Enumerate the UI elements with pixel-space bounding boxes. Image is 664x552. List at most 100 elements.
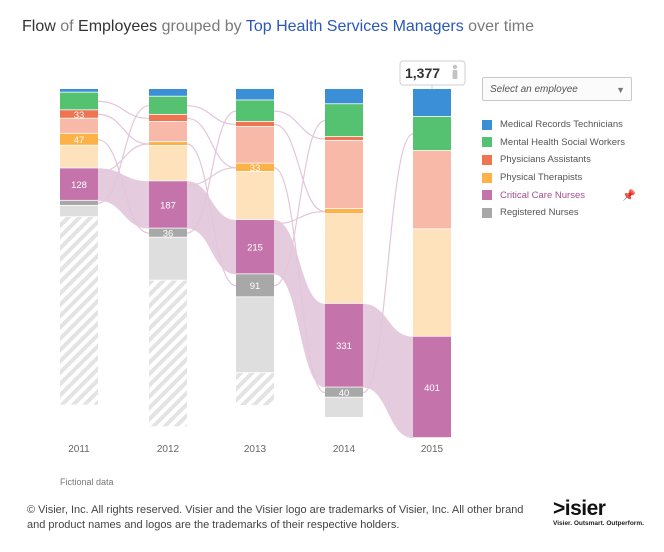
bar-registered-nurses-2012[interactable] (149, 228, 187, 237)
bar-registered-nurses-other--2011[interactable] (60, 205, 98, 217)
bar-physical-therapists-other--2012[interactable] (149, 145, 187, 181)
flow-line-registered-nurses-2011 (97, 105, 150, 204)
legend-label: Medical Records Technicians (500, 119, 623, 131)
bar-critical-care-nurses-2014[interactable] (325, 303, 363, 387)
flow-line-registered-nurses-2014 (362, 133, 414, 394)
bar-mental-health-social-workers-2015[interactable] (413, 116, 451, 151)
title-of: of (55, 18, 79, 35)
legend-item-critical-care-nurses[interactable]: Critical Care Nurses 📌 (482, 186, 652, 204)
title-flow: Flow (22, 18, 56, 35)
flow-line-registered-nurses-2013 (273, 119, 326, 287)
bar-physicians-assistants-other--2015[interactable] (413, 150, 451, 229)
bar-mental-health-social-workers-2014[interactable] (325, 104, 363, 137)
bar-physical-therapists-2011[interactable] (60, 133, 98, 145)
chart-title: Flow of Employees grouped by Top Health … (22, 18, 534, 36)
flow-line-mental-health-social-workers-2013 (273, 110, 326, 140)
flow-line-ccn-pt-2013 (273, 210, 326, 225)
bar-hatched-exited--2013[interactable] (236, 373, 274, 406)
person-icon (452, 64, 458, 79)
x-tick-2013: 2013 (244, 444, 267, 455)
bar-physicians-assistants-2014[interactable] (325, 137, 363, 141)
value-label-registered-nurses-2013: 91 (250, 281, 261, 292)
flow-critical-care-nurses-2011-2012 (98, 168, 149, 229)
legend-item-mental-health-social-workers[interactable]: Mental Health Social Workers (482, 134, 652, 152)
bar-critical-care-nurses-2012[interactable] (149, 181, 187, 228)
chevron-down-icon: ▼ (616, 85, 625, 95)
legend-swatch (482, 190, 492, 201)
bar-physicians-assistants-2011[interactable] (60, 110, 98, 118)
bar-physicians-assistants-other--2014[interactable] (325, 140, 363, 209)
bar-medical-records-technicians-2011[interactable] (60, 89, 98, 92)
flow-critical-care-nurses-2014-2015 (363, 303, 413, 439)
title-over-time: over time (463, 18, 534, 35)
bar-medical-records-technicians-2015[interactable] (413, 89, 451, 116)
flow-line-physical-therapists-2011 (97, 139, 150, 234)
flow-critical-care-nurses-2013-2014 (274, 219, 325, 388)
legend-item-registered-nurses[interactable]: Registered Nurses (482, 204, 652, 222)
legend-item-physicians-assistants[interactable]: Physicians Assistants (482, 151, 652, 169)
bar-medical-records-technicians-2012[interactable] (149, 89, 187, 96)
bar-registered-nurses-other--2013[interactable] (236, 297, 274, 373)
legend-label: Physicians Assistants (500, 154, 591, 166)
bar-registered-nurses-2013[interactable] (236, 274, 274, 297)
legend-item-physical-therapists[interactable]: Physical Therapists (482, 169, 652, 187)
flow-line-physicians-assistants-2011 (97, 113, 150, 145)
x-tick-2014: 2014 (333, 444, 356, 455)
flow-line-mental-health-social-workers-2011 (97, 100, 150, 119)
visier-logo: >isier Visier. Outsmart. Outperform. (553, 498, 644, 528)
legend-swatch (482, 154, 492, 165)
legend-swatch (482, 119, 492, 130)
legend-swatch (482, 172, 492, 183)
flow-line-physicians-assistants-2012 (186, 117, 237, 169)
bar-physical-therapists-2013[interactable] (236, 163, 274, 172)
bar-hatched-exited--2011[interactable] (60, 217, 98, 405)
legend-item-medical-records-technicians[interactable]: Medical Records Technicians (482, 116, 652, 134)
legend-label: Mental Health Social Workers (500, 136, 625, 148)
bar-physical-therapists-other--2015[interactable] (413, 229, 451, 336)
legend-swatch (482, 137, 492, 148)
bar-registered-nurses-other--2014[interactable] (325, 397, 363, 417)
bar-critical-care-nurses-2011[interactable] (60, 168, 98, 200)
employee-select-placeholder: Select an employee (490, 84, 578, 95)
flow-line-ccn-pt-2011 (97, 143, 150, 173)
bar-physicians-assistants-2012[interactable] (149, 114, 187, 122)
flow-line-physical-therapists-2012 (186, 143, 237, 287)
bar-physical-therapists-other--2013[interactable] (236, 171, 274, 220)
title-grouping-link[interactable]: Top Health Services Managers (245, 18, 464, 35)
bar-physical-therapists-2014[interactable] (325, 209, 363, 214)
value-label-physical-therapists-2011: 47 (74, 135, 85, 146)
bar-physical-therapists-2012[interactable] (149, 142, 187, 146)
logo-tagline: Visier. Outsmart. Outperform. (553, 520, 644, 527)
value-label-physical-therapists-2013: 33 (250, 163, 261, 174)
bar-critical-care-nurses-2015[interactable] (413, 336, 451, 438)
flow-line-mental-health-social-workers-2012 (186, 105, 237, 125)
value-label-critical-care-nurses-2012: 187 (160, 200, 176, 211)
bar-physicians-assistants-other--2013[interactable] (236, 126, 274, 163)
pin-icon[interactable]: 📌 (622, 189, 636, 202)
legend-swatch (482, 207, 492, 218)
total-badge-value: 1,377 (405, 65, 440, 81)
value-label-critical-care-nurses-2011: 128 (71, 180, 87, 191)
bar-mental-health-social-workers-2012[interactable] (149, 96, 187, 114)
bar-registered-nurses-other--2012[interactable] (149, 237, 187, 280)
x-tick-2012: 2012 (157, 444, 180, 455)
bar-physical-therapists-other--2014[interactable] (325, 214, 363, 304)
bar-medical-records-technicians-2014[interactable] (325, 89, 363, 104)
employee-select[interactable]: Select an employee ▼ (482, 77, 632, 101)
bar-physicians-assistants-2013[interactable] (236, 121, 274, 127)
bar-registered-nurses-2014[interactable] (325, 387, 363, 397)
bar-hatched-exited--2012[interactable] (149, 280, 187, 427)
bar-physicians-assistants-other--2011[interactable] (60, 118, 98, 133)
legend: Medical Records Technicians Mental Healt… (482, 116, 652, 222)
bar-critical-care-nurses-2013[interactable] (236, 219, 274, 274)
value-label-registered-nurses-2014: 40 (339, 388, 350, 399)
bar-mental-health-social-workers-2011[interactable] (60, 92, 98, 110)
bar-registered-nurses-2011[interactable] (60, 200, 98, 205)
title-grouped-by: grouped by (157, 18, 246, 35)
bar-physicians-assistants-other--2012[interactable] (149, 121, 187, 142)
bar-mental-health-social-workers-2013[interactable] (236, 100, 274, 122)
bar-physical-therapists-other--2011[interactable] (60, 145, 98, 168)
bar-medical-records-technicians-2013[interactable] (236, 89, 274, 100)
flow-line-physical-therapists-2013 (273, 167, 326, 394)
